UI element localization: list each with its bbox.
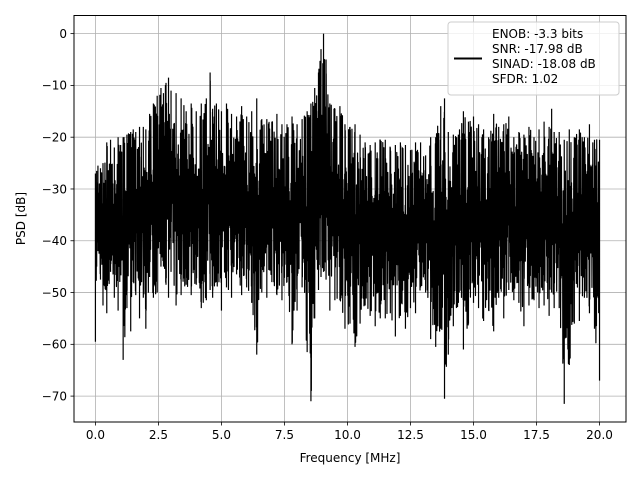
x-tick-label: 0.0 (86, 428, 105, 442)
legend-entry-sinad: SINAD: -18.08 dB (492, 57, 596, 71)
x-tick-label: 10.0 (334, 428, 361, 442)
series-layer (94, 33, 601, 404)
axes-frame (73, 15, 627, 423)
y-tick-label: −60 (42, 338, 67, 352)
x-axis-label: Frequency [MHz] (300, 451, 401, 465)
x-tick-label: 2.5 (149, 428, 168, 442)
x-tick-label: 15.0 (460, 428, 487, 442)
y-tick-label: 0 (59, 27, 67, 41)
y-tick-label: −10 (42, 79, 67, 93)
y-tick-label: −20 (42, 130, 67, 144)
y-tick-label: −40 (42, 234, 67, 248)
legend-entry-snr: SNR: -17.98 dB (492, 42, 583, 56)
x-tick-label: 17.5 (523, 428, 550, 442)
legend-entry-sfdr: SFDR: 1.02 (492, 72, 558, 86)
legend: ENOB: -3.3 bits SNR: -17.98 dB SINAD: -1… (447, 21, 620, 96)
y-tick-label: −50 (42, 286, 67, 300)
y-tick-label: −70 (42, 389, 67, 403)
psd-series-line (94, 33, 601, 404)
y-tick-label: −30 (42, 182, 67, 196)
legend-box (447, 21, 620, 96)
x-tick-label: 5.0 (212, 428, 231, 442)
y-axis-ticks: 0 −10 −20 −30 −40 −50 −60 −70 (42, 27, 74, 403)
legend-entry-enob: ENOB: -3.3 bits (492, 27, 583, 41)
x-axis-ticks: 0.0 2.5 5.0 7.5 10.0 12.5 15.0 17.5 20.0 (86, 422, 613, 442)
x-tick-label: 20.0 (586, 428, 613, 442)
x-tick-label: 12.5 (397, 428, 424, 442)
x-tick-label: 7.5 (275, 428, 294, 442)
y-axis-label: PSD [dB] (14, 192, 28, 245)
